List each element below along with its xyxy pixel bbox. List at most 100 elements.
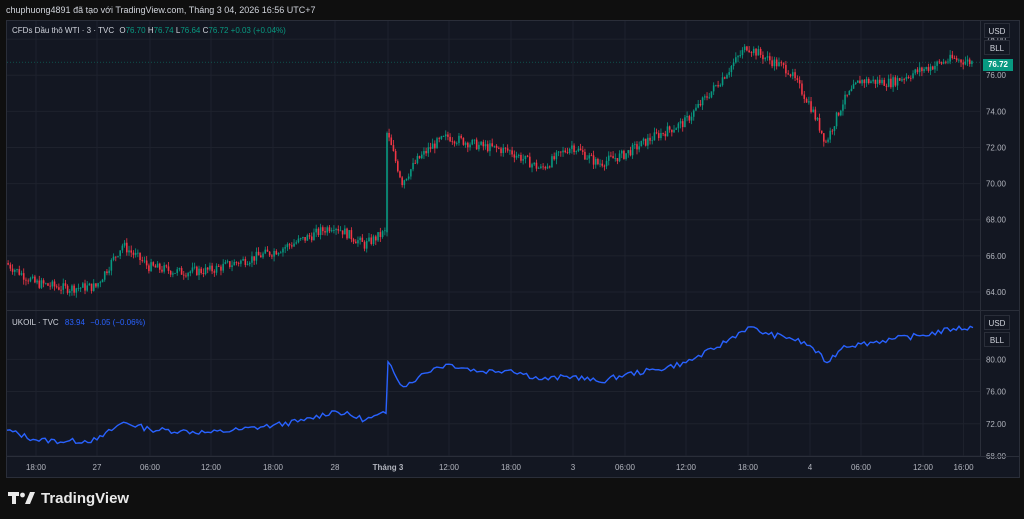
pane1-low-label: L bbox=[175, 26, 181, 35]
x-tick-label: 16:00 bbox=[954, 463, 975, 472]
candle-body bbox=[914, 69, 917, 74]
candle-body bbox=[326, 227, 329, 233]
candle-body bbox=[971, 61, 973, 65]
candle-body bbox=[557, 151, 560, 153]
candle-body bbox=[486, 144, 489, 152]
candle-body bbox=[469, 144, 471, 148]
candle-body bbox=[717, 85, 719, 87]
x-tick-label: 28 bbox=[331, 463, 340, 472]
candle-body bbox=[264, 249, 267, 254]
candle-body bbox=[82, 283, 84, 288]
candle-body bbox=[846, 94, 848, 96]
candle-body bbox=[291, 245, 293, 247]
candle-body bbox=[475, 139, 478, 150]
candle-body bbox=[191, 267, 194, 272]
candle-body bbox=[304, 237, 306, 241]
candle-body bbox=[651, 140, 654, 142]
candle-body bbox=[224, 262, 227, 264]
candle-body bbox=[141, 260, 144, 261]
candle-body bbox=[31, 276, 34, 279]
candle-body bbox=[960, 59, 962, 63]
candle-body bbox=[771, 60, 773, 67]
candle-body bbox=[9, 264, 12, 269]
candle-body bbox=[808, 101, 810, 103]
candle-body bbox=[182, 274, 185, 276]
candle-body bbox=[473, 139, 476, 141]
candle-body bbox=[257, 251, 260, 256]
pane2-symbol[interactable]: UKOIL · TVC bbox=[12, 318, 59, 327]
pane2-ytick-label: 76.00 bbox=[986, 388, 1007, 397]
candle-body bbox=[489, 143, 491, 152]
candle-body bbox=[951, 54, 954, 59]
candle-body bbox=[704, 96, 706, 98]
pane1-currency-button[interactable]: USD bbox=[984, 23, 1010, 38]
candle-body bbox=[529, 156, 531, 168]
x-tick-label: 12:00 bbox=[676, 463, 697, 472]
x-tick-label: 4 bbox=[808, 463, 813, 472]
candle-body bbox=[357, 240, 359, 244]
pane2-unit-button[interactable]: BLL bbox=[984, 332, 1010, 347]
chart-frame[interactable] bbox=[6, 20, 1020, 478]
candle-body bbox=[176, 269, 179, 273]
candle-body bbox=[573, 145, 575, 153]
candle-body bbox=[297, 238, 300, 243]
candle-body bbox=[299, 238, 302, 239]
candle-body bbox=[416, 156, 419, 164]
candle-body bbox=[202, 273, 205, 275]
candle-body bbox=[444, 134, 447, 137]
candle-body bbox=[427, 147, 430, 154]
candle-body bbox=[721, 77, 724, 86]
candle-body bbox=[735, 57, 737, 63]
candle-body bbox=[769, 56, 771, 61]
candle-body bbox=[535, 162, 538, 169]
candle-body bbox=[405, 178, 408, 181]
candle-body bbox=[346, 228, 348, 239]
candle-body bbox=[835, 112, 838, 127]
candle-body bbox=[229, 261, 231, 268]
candle-body bbox=[867, 78, 870, 84]
candle-body bbox=[295, 242, 298, 244]
candle-body bbox=[668, 126, 671, 130]
candle-body bbox=[217, 265, 220, 267]
candle-body bbox=[857, 80, 859, 83]
candle-body bbox=[45, 283, 47, 285]
candle-body bbox=[260, 255, 262, 258]
candle-body bbox=[673, 129, 675, 133]
candle-body bbox=[453, 141, 456, 144]
candle-body bbox=[863, 79, 866, 84]
candle-body bbox=[803, 94, 806, 99]
pane1-ytick-label: 78.00 bbox=[986, 35, 1007, 44]
candle-body bbox=[610, 155, 612, 157]
candle-body bbox=[403, 180, 406, 186]
ukoil-line-series bbox=[6, 325, 974, 445]
candle-body bbox=[90, 283, 93, 291]
pane1-ytick-label: 66.00 bbox=[986, 252, 1007, 261]
candle-body bbox=[531, 164, 533, 168]
pane1-symbol[interactable]: CFDs Dầu thô WTI · 3 · TVC bbox=[12, 26, 115, 35]
candle-body bbox=[885, 85, 888, 87]
candle-body bbox=[418, 156, 421, 159]
candle-body bbox=[743, 46, 746, 50]
candle-body bbox=[88, 283, 91, 286]
candle-body bbox=[577, 148, 580, 152]
candle-body bbox=[820, 130, 823, 134]
candle-body bbox=[833, 126, 836, 131]
pane1-unit-button[interactable]: BLL bbox=[984, 40, 1010, 55]
candle-body bbox=[653, 132, 656, 141]
tradingview-logo[interactable]: TradingView bbox=[8, 488, 129, 508]
x-tick-label: 18:00 bbox=[26, 463, 47, 472]
candle-body bbox=[58, 287, 60, 290]
candle-body bbox=[123, 242, 126, 246]
candle-body bbox=[775, 59, 778, 67]
candle-body bbox=[425, 151, 427, 154]
candle-body bbox=[337, 229, 340, 231]
candle-body bbox=[215, 265, 218, 273]
candle-body bbox=[317, 228, 320, 236]
candle-body bbox=[412, 162, 414, 170]
candle-body bbox=[237, 262, 240, 264]
x-tick-label: 06:00 bbox=[140, 463, 161, 472]
pane2-currency-button[interactable]: USD bbox=[984, 315, 1010, 330]
candle-body bbox=[344, 228, 346, 235]
candle-body bbox=[62, 283, 65, 290]
